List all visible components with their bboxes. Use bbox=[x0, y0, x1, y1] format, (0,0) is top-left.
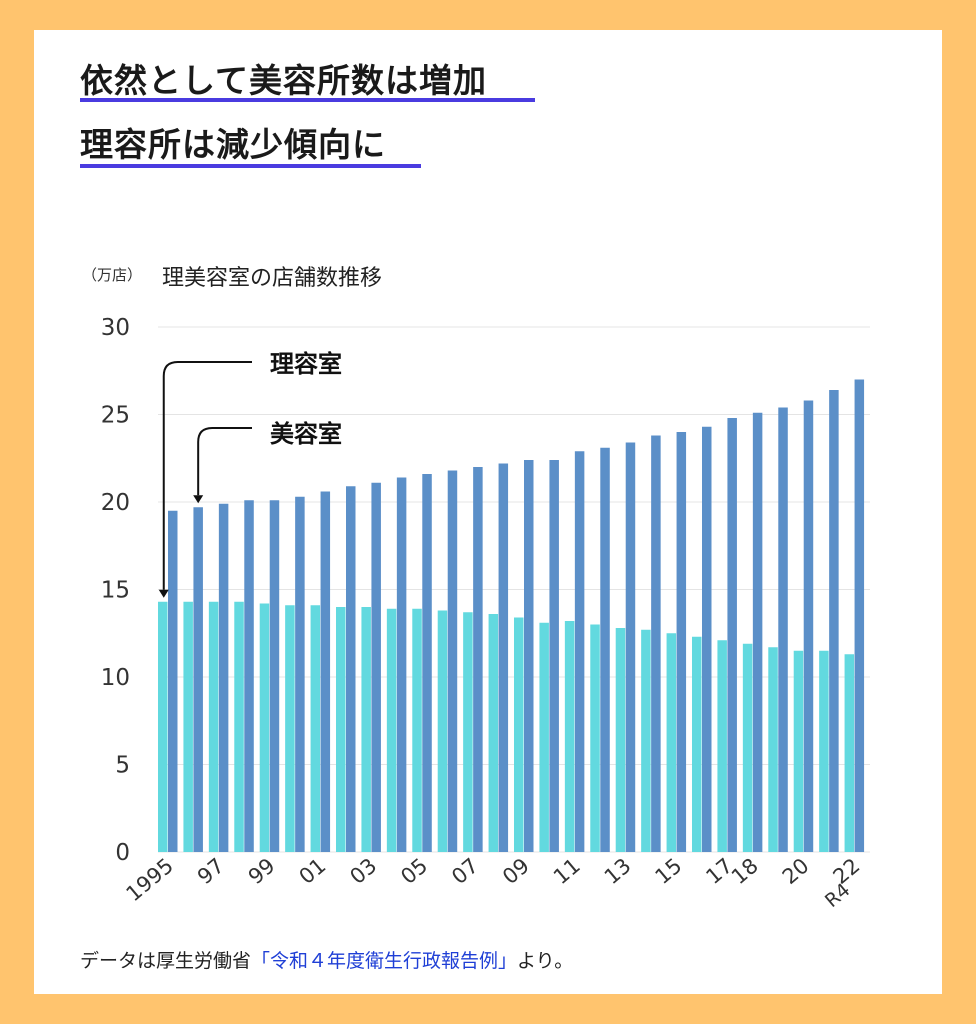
x-tick-label: 05 bbox=[396, 853, 432, 889]
chart-title: 理美容室の店舗数推移 bbox=[162, 266, 383, 291]
bar-riyoushitsu bbox=[793, 650, 804, 852]
bar-riyoushitsu bbox=[361, 607, 371, 852]
y-tick-label: 25 bbox=[101, 403, 130, 429]
bar-riyoushitsu bbox=[386, 608, 397, 852]
x-tick-label: 99 bbox=[244, 853, 280, 889]
bar-riyoushitsu bbox=[336, 607, 346, 852]
source-suffix: より。 bbox=[517, 950, 574, 972]
bar-riyoushitsu bbox=[514, 617, 524, 852]
x-tick-label: 15 bbox=[651, 853, 687, 889]
bar-biyoushitsu bbox=[396, 477, 407, 852]
y-tick-label: 30 bbox=[101, 315, 130, 341]
x-tick-label: 07 bbox=[447, 853, 483, 889]
bar-biyoushitsu bbox=[803, 400, 814, 852]
bar-biyoushitsu bbox=[651, 435, 661, 852]
headline-underline-2 bbox=[80, 164, 421, 168]
bar-riyoushitsu bbox=[158, 601, 168, 852]
y-tick-label: 10 bbox=[101, 665, 130, 691]
callout-line-riyoushitsu bbox=[162, 361, 252, 590]
source-prefix: データは厚生労働省 bbox=[80, 950, 252, 972]
x-tick-label: 01 bbox=[295, 853, 331, 889]
bar-biyoushitsu bbox=[752, 412, 763, 852]
callout-label-biyoushitsu: 美容室 bbox=[270, 420, 342, 448]
x-tick-label: 03 bbox=[345, 853, 381, 889]
bar-biyoushitsu bbox=[193, 507, 203, 852]
bar-biyoushitsu bbox=[295, 496, 305, 852]
bar-biyoushitsu bbox=[346, 486, 356, 852]
bar-riyoushitsu bbox=[285, 605, 295, 852]
bar-riyoushitsu bbox=[234, 601, 244, 852]
bar-riyoushitsu bbox=[412, 608, 422, 852]
bar-riyoushitsu bbox=[615, 628, 626, 852]
bar-riyoushitsu bbox=[692, 636, 702, 852]
bar-riyoushitsu bbox=[208, 601, 219, 852]
source-link[interactable]: 「令和４年度衛生行政報告例」 bbox=[251, 950, 518, 972]
bar-biyoushitsu bbox=[218, 503, 229, 852]
x-tick-label: 09 bbox=[498, 853, 534, 889]
bar-biyoushitsu bbox=[727, 418, 737, 852]
bar-riyoushitsu bbox=[463, 612, 473, 852]
bar-riyoushitsu bbox=[768, 647, 778, 852]
bar-biyoushitsu bbox=[168, 510, 178, 852]
bar-riyoushitsu bbox=[564, 621, 575, 852]
bar-riyoushitsu bbox=[437, 610, 448, 852]
bar-riyoushitsu bbox=[666, 633, 677, 852]
bar-biyoushitsu bbox=[524, 460, 534, 852]
bar-biyoushitsu bbox=[829, 390, 839, 852]
bar-riyoushitsu bbox=[844, 654, 855, 852]
bar-riyoushitsu bbox=[590, 624, 600, 852]
bar-riyoushitsu bbox=[742, 643, 753, 852]
bar-riyoushitsu bbox=[259, 603, 270, 852]
bar-biyoushitsu bbox=[854, 379, 865, 852]
callout-arrow-riyoushitsu bbox=[158, 589, 169, 598]
headline-line-1: 依然として美容所数は増加 bbox=[80, 61, 488, 100]
bar-biyoushitsu bbox=[702, 426, 712, 852]
source-note: データは厚生労働省「令和４年度衛生行政報告例」より。 bbox=[80, 946, 573, 973]
bar-biyoushitsu bbox=[549, 460, 559, 852]
y-tick-label: 5 bbox=[115, 753, 130, 779]
x-tick-label: 97 bbox=[193, 853, 229, 889]
bar-biyoushitsu bbox=[625, 442, 636, 852]
callout-arrow-biyoushitsu bbox=[193, 495, 204, 504]
x-tick-label: 1995 bbox=[122, 853, 178, 906]
callout-line-biyoushitsu bbox=[197, 427, 252, 496]
x-tick-label: 20 bbox=[778, 853, 814, 889]
infographic-card: 依然として美容所数は増加 理容所は減少傾向に （万店） 理美容室の店舗数推移 0… bbox=[34, 30, 942, 994]
bar-riyoushitsu bbox=[717, 640, 727, 852]
bar-biyoushitsu bbox=[473, 467, 483, 852]
bar-riyoushitsu bbox=[819, 650, 829, 852]
bar-riyoushitsu bbox=[539, 622, 549, 852]
bar-biyoushitsu bbox=[244, 500, 254, 852]
y-tick-label: 20 bbox=[101, 490, 130, 516]
bar-biyoushitsu bbox=[422, 474, 432, 852]
bar-riyoushitsu bbox=[641, 629, 651, 852]
bar-biyoushitsu bbox=[676, 432, 687, 852]
x-tick-label: 13 bbox=[600, 853, 636, 889]
headline-underline-1 bbox=[80, 98, 535, 102]
bar-biyoushitsu bbox=[778, 407, 788, 852]
bar-biyoushitsu bbox=[574, 451, 585, 852]
bar-riyoushitsu bbox=[488, 614, 499, 852]
bar-biyoushitsu bbox=[600, 447, 610, 852]
bar-biyoushitsu bbox=[498, 463, 509, 852]
x-tick-label: 18 bbox=[727, 853, 763, 889]
bar-riyoushitsu bbox=[183, 601, 193, 852]
bar-biyoushitsu bbox=[371, 482, 381, 852]
y-axis-unit-label: （万店） bbox=[82, 266, 143, 284]
y-tick-label: 15 bbox=[101, 578, 130, 604]
y-tick-label: 0 bbox=[115, 840, 130, 866]
bar-biyoushitsu bbox=[269, 500, 280, 852]
bar-biyoushitsu bbox=[447, 470, 458, 852]
bar-biyoushitsu bbox=[320, 491, 331, 852]
bar-riyoushitsu bbox=[310, 605, 321, 852]
headline-line-2: 理容所は減少傾向に bbox=[80, 125, 386, 164]
x-tick-label: 11 bbox=[549, 853, 585, 889]
callout-label-riyoushitsu: 理容室 bbox=[270, 350, 342, 378]
